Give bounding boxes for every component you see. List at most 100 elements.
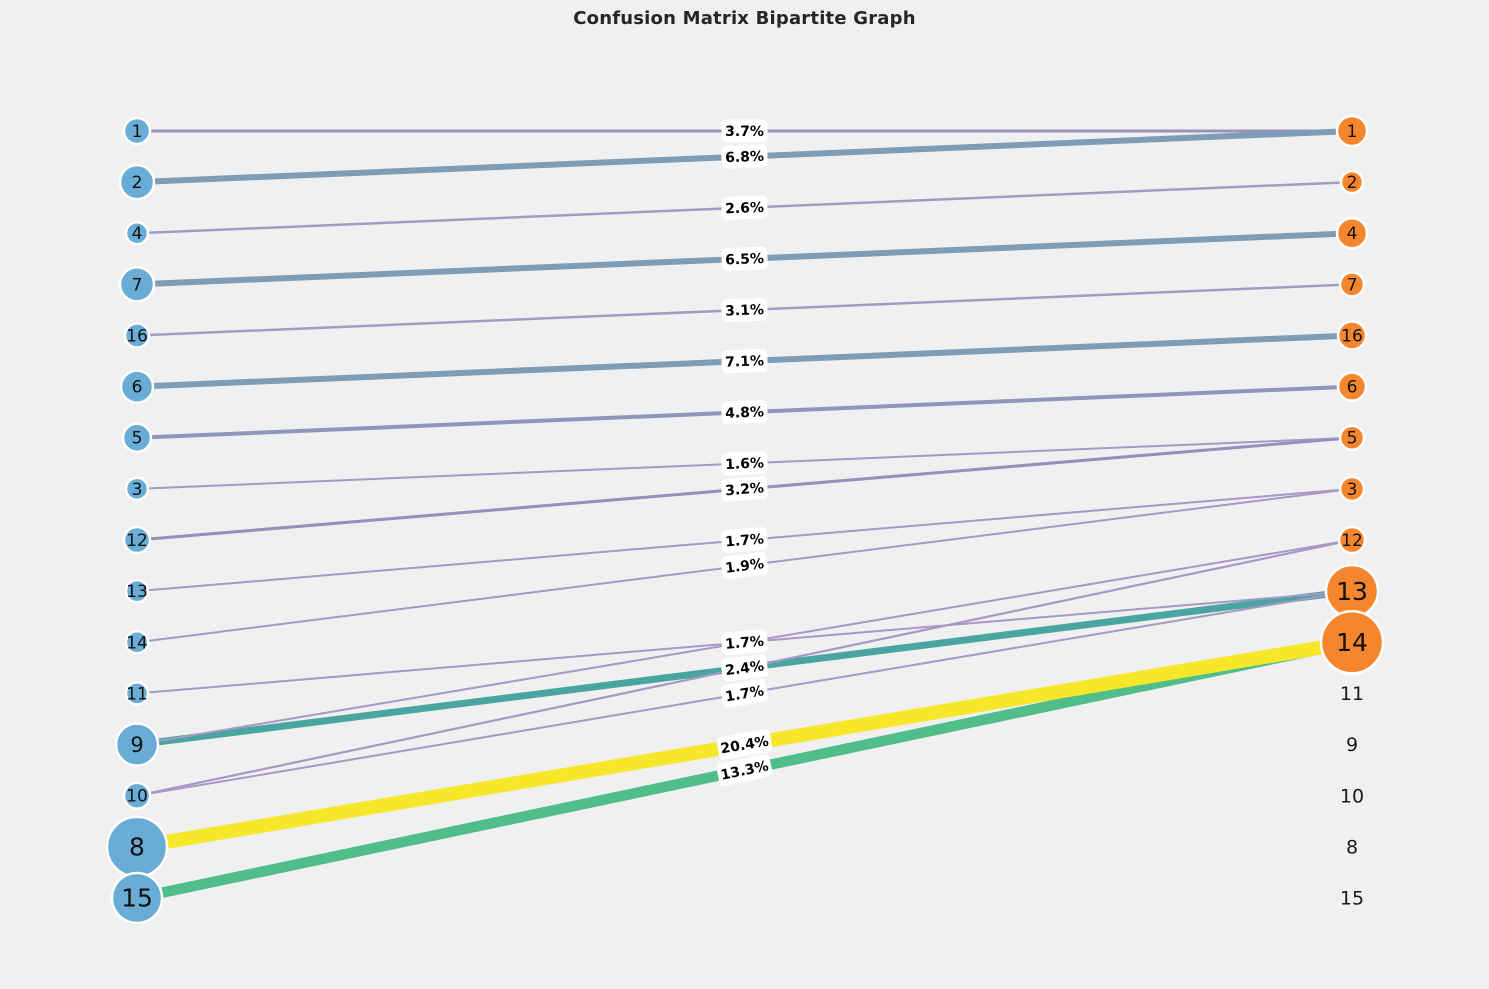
edge-label-6-to-16: 7.1% bbox=[721, 348, 768, 374]
left-node-label-6: 6 bbox=[132, 378, 143, 398]
edge-label-text: 2.6% bbox=[725, 200, 764, 218]
edge-label-text: 3.1% bbox=[725, 302, 764, 320]
edge-label-text: 6.8% bbox=[725, 149, 764, 167]
left-node-15 bbox=[110, 871, 164, 925]
left-node-9 bbox=[114, 722, 160, 767]
left-node-label-7: 7 bbox=[132, 275, 143, 295]
edge-label-text: 1.7% bbox=[725, 634, 765, 653]
left-node-3 bbox=[124, 476, 150, 502]
edge-label-box bbox=[721, 475, 768, 502]
edge-label-box bbox=[721, 399, 768, 425]
edge-label-box bbox=[721, 144, 768, 169]
right-node-label-1: 1 bbox=[1347, 122, 1358, 142]
edge-label-box bbox=[716, 729, 773, 760]
edge-label-3-to-5: 1.6% bbox=[721, 451, 768, 476]
edge-label-14-to-3: 1.9% bbox=[720, 551, 769, 580]
left-node-label-11: 11 bbox=[126, 684, 148, 704]
edge-label-box bbox=[721, 246, 768, 272]
edge-label-1-to-1: 3.7% bbox=[721, 119, 768, 143]
right-node-label-14: 14 bbox=[1336, 628, 1368, 657]
edge-label-text: 3.2% bbox=[725, 480, 765, 499]
edge-label-text: 2.4% bbox=[724, 658, 765, 679]
left-node-2 bbox=[118, 163, 156, 201]
left-node-12 bbox=[122, 525, 152, 555]
edge-label-text: 20.4% bbox=[719, 734, 770, 758]
right-node-label-3: 3 bbox=[1347, 480, 1358, 500]
left-node-label-10: 10 bbox=[126, 787, 148, 807]
edge-label-9-to-13: 2.4% bbox=[720, 654, 769, 682]
edge-label-box bbox=[716, 754, 773, 787]
right-node-label-11: 11 bbox=[1340, 683, 1364, 705]
right-node-label-6: 6 bbox=[1347, 378, 1358, 398]
left-node-1 bbox=[122, 116, 152, 146]
edge-label-12-to-5: 3.2% bbox=[721, 475, 768, 502]
right-node-16 bbox=[1336, 320, 1368, 351]
left-node-label-5: 5 bbox=[132, 429, 143, 449]
edge-label-10-to-13: 1.7% bbox=[720, 679, 769, 708]
left-node-label-14: 14 bbox=[126, 633, 148, 653]
right-node-label-13: 13 bbox=[1336, 577, 1368, 606]
left-node-label-16: 16 bbox=[126, 326, 148, 346]
edge-label-box bbox=[721, 119, 768, 143]
right-node-label-10: 10 bbox=[1340, 785, 1364, 807]
edge-label-text: 1.7% bbox=[724, 683, 765, 705]
right-node-12 bbox=[1337, 525, 1367, 555]
edge-label-box bbox=[721, 348, 768, 374]
edge-label-text: 3.7% bbox=[725, 124, 764, 140]
right-node-label-2: 2 bbox=[1347, 173, 1358, 193]
edge-label-7-to-4: 6.5% bbox=[721, 246, 768, 272]
left-node-label-13: 13 bbox=[126, 582, 148, 602]
right-node-7 bbox=[1338, 271, 1366, 298]
left-node-16 bbox=[123, 322, 151, 349]
left-node-label-15: 15 bbox=[121, 884, 153, 913]
left-node-label-9: 9 bbox=[130, 733, 143, 757]
left-node-10 bbox=[122, 781, 152, 810]
right-node-1 bbox=[1335, 114, 1369, 148]
edge-label-box bbox=[720, 551, 769, 580]
edge-label-box bbox=[721, 297, 768, 323]
left-node-label-2: 2 bbox=[132, 173, 143, 193]
edge-label-text: 1.6% bbox=[725, 455, 764, 473]
edge-label-box bbox=[721, 451, 768, 476]
edge-label-box bbox=[721, 527, 768, 554]
right-node-2 bbox=[1339, 169, 1365, 195]
right-node-3 bbox=[1338, 475, 1366, 503]
right-node-label-15: 15 bbox=[1340, 888, 1364, 910]
left-node-11 bbox=[124, 681, 150, 706]
right-node-label-16: 16 bbox=[1341, 326, 1363, 346]
edge-label-5-to-6: 4.8% bbox=[721, 399, 768, 425]
edge-label-box bbox=[721, 195, 768, 220]
edge-label-box bbox=[720, 654, 769, 682]
edge-label-2-to-1: 6.8% bbox=[721, 144, 768, 169]
left-node-label-12: 12 bbox=[126, 531, 148, 551]
right-node-4 bbox=[1335, 217, 1369, 250]
edge-label-16-to-7: 3.1% bbox=[721, 297, 768, 323]
left-node-7 bbox=[118, 266, 156, 303]
left-node-label-4: 4 bbox=[132, 224, 143, 244]
edge-label-text: 1.9% bbox=[724, 556, 765, 577]
edge-label-4-to-2: 2.6% bbox=[721, 195, 768, 220]
left-node-13 bbox=[124, 578, 150, 604]
right-node-label-9: 9 bbox=[1346, 734, 1358, 756]
right-node-14 bbox=[1319, 610, 1385, 675]
left-node-label-8: 8 bbox=[129, 833, 145, 862]
left-node-label-1: 1 bbox=[132, 122, 143, 142]
edge-label-text: 4.8% bbox=[725, 404, 764, 422]
right-node-label-7: 7 bbox=[1347, 275, 1358, 295]
edge-label-11-to-13: 1.7% bbox=[721, 629, 768, 656]
left-node-4 bbox=[124, 221, 150, 246]
left-node-14 bbox=[124, 630, 150, 655]
left-node-6 bbox=[119, 369, 155, 404]
edge-label-text: 7.1% bbox=[725, 353, 764, 371]
right-node-5 bbox=[1338, 424, 1366, 452]
right-node-label-12: 12 bbox=[1341, 531, 1363, 551]
chart-title: Confusion Matrix Bipartite Graph bbox=[573, 8, 916, 29]
left-node-label-3: 3 bbox=[132, 480, 143, 500]
right-node-label-5: 5 bbox=[1347, 429, 1358, 449]
right-node-label-8: 8 bbox=[1346, 836, 1358, 858]
edge-label-8-to-14: 20.4% bbox=[716, 729, 773, 760]
edge-label-text: 1.7% bbox=[725, 531, 765, 550]
right-node-6 bbox=[1336, 371, 1368, 402]
